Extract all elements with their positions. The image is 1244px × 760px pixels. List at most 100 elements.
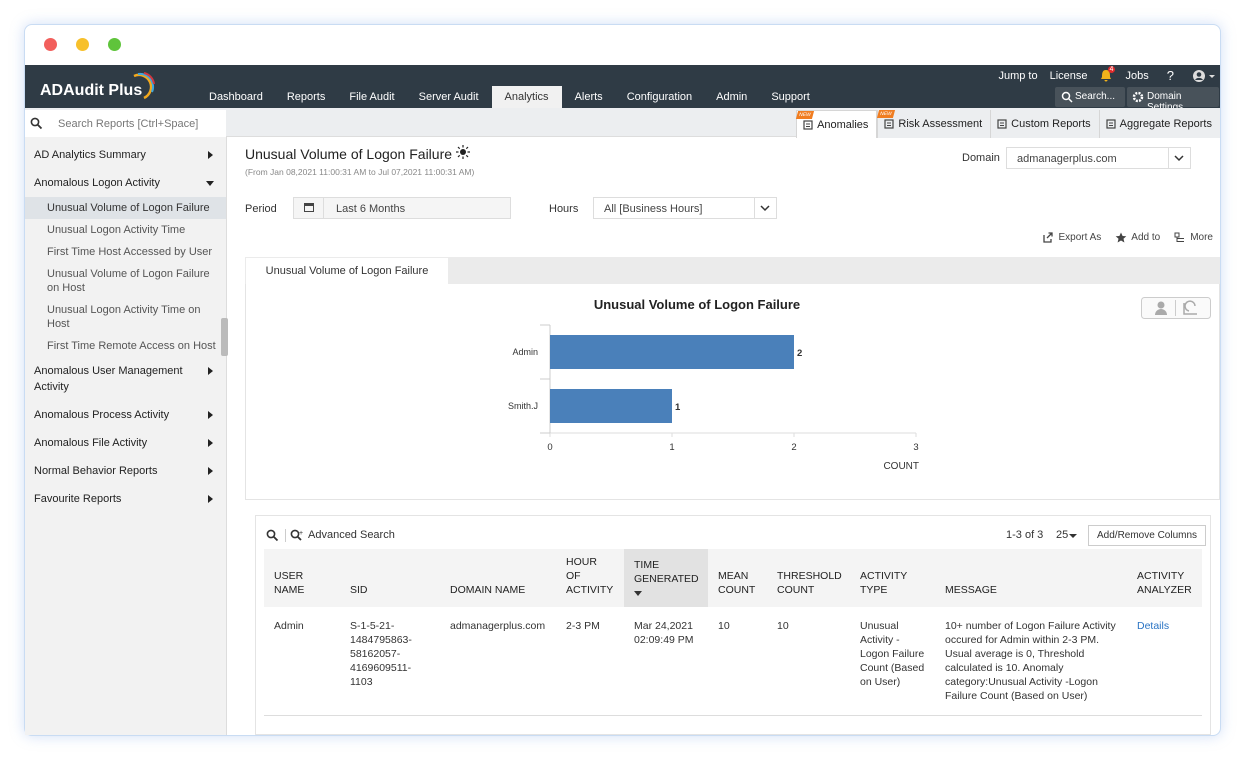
bar	[550, 335, 794, 369]
column-header[interactable]: MEAN COUNT	[708, 549, 767, 607]
report-tab[interactable]: Aggregate Reports	[1098, 110, 1220, 138]
y-tick-label: Admin	[512, 347, 538, 357]
sidebar-group[interactable]: Favourite Reports	[25, 485, 226, 513]
nav-item[interactable]: Configuration	[626, 91, 693, 103]
jobs-link[interactable]: Jobs	[1125, 69, 1149, 82]
table-cell: 10	[767, 607, 850, 716]
chart-panel	[245, 284, 1220, 500]
column-header[interactable]: THRESHOLD COUNT	[767, 549, 850, 607]
nav-item[interactable]: Admin	[716, 91, 748, 103]
tab-icon	[1106, 119, 1116, 129]
page-size-arrow	[1069, 534, 1077, 538]
column-header[interactable]: HOUR OF ACTIVITY	[556, 549, 624, 607]
period-select[interactable]: Last 6 Months	[293, 197, 511, 219]
x-axis-title: COUNT	[883, 461, 919, 472]
chart-view-toggle[interactable]	[1141, 297, 1211, 319]
sidebar-item[interactable]: Unusual Logon Activity Time	[47, 224, 186, 236]
sidebar-search[interactable]: Search Reports [Ctrl+Space]	[25, 110, 226, 137]
column-header[interactable]: ACTIVITY ANALYZER	[1127, 549, 1202, 607]
view-tab[interactable]: Unusual Volume of Logon Failure	[246, 258, 448, 284]
report-tab[interactable]: NEW Risk Assessment	[877, 110, 991, 138]
report-action[interactable]: More	[1174, 232, 1213, 243]
sidebar-item[interactable]: Unusual Logon Activity Time on Host	[47, 304, 201, 330]
new-badge: NEW	[877, 110, 896, 118]
column-header[interactable]: MESSAGE	[935, 549, 1127, 607]
page-size[interactable]: 25	[1056, 529, 1069, 541]
sidebar-group[interactable]: Anomalous User Management Activity	[25, 357, 226, 401]
table-row: Admin S-1-5-21-1484795863-58162057-416960…	[264, 607, 1202, 716]
column-header[interactable]: TIME GENERATED	[624, 549, 708, 607]
top-links: Jump to License 4 Jobs ?	[998, 65, 1216, 83]
x-tick-label: 0	[547, 442, 552, 453]
table-cell: admanagerplus.com	[440, 607, 556, 716]
group-arrow	[208, 439, 213, 447]
search-icon	[1061, 91, 1073, 103]
column-header[interactable]: ACTIVITY TYPE	[850, 549, 935, 607]
report-tab[interactable]: Custom Reports	[990, 110, 1099, 138]
minimize-dot[interactable]	[76, 38, 89, 51]
sidebar-group[interactable]: AD Analytics Summary	[25, 141, 226, 169]
report-table: USER NAME SID DOMAIN NAME HOUR OF ACTIVITY T…	[264, 549, 1202, 716]
chart: Unusual Volume of Logon Failure 0 1 2 3 COUNT…	[508, 297, 919, 472]
sidebar-group[interactable]: Anomalous Logon Activity	[25, 169, 226, 197]
header-bar	[25, 65, 1220, 108]
bar-value-label: 2	[797, 348, 802, 359]
sidebar-item[interactable]: First Time Host Accessed by User	[47, 246, 213, 258]
table-cell: Admin	[264, 607, 340, 716]
close-dot[interactable]	[44, 38, 57, 51]
group-arrow	[206, 181, 214, 186]
action-icon	[1174, 232, 1185, 242]
help-link[interactable]: ?	[1166, 68, 1174, 83]
column-header[interactable]: SID	[340, 549, 440, 607]
nav-item[interactable]: Server Audit	[418, 91, 479, 103]
sidebar-group[interactable]: Anomalous File Activity	[25, 429, 226, 457]
nav-item[interactable]: Reports	[286, 91, 326, 103]
report-actions: Export As Add to More	[1042, 232, 1213, 243]
tab-label: Risk Assessment	[898, 118, 983, 130]
sidebar-item[interactable]: First Time Remote Access on Host	[47, 340, 216, 352]
column-header[interactable]: USER NAME	[264, 549, 340, 607]
sidebar-item[interactable]: Unusual Volume of Logon Failure	[25, 197, 226, 219]
search-button[interactable]: Search...	[1055, 87, 1125, 107]
hours-label: Hours	[549, 203, 579, 215]
nav-item[interactable]: Support	[771, 91, 810, 103]
sidebar-group[interactable]: Normal Behavior Reports	[25, 457, 226, 485]
details-link[interactable]: Details	[1127, 607, 1202, 716]
group-arrow	[208, 495, 213, 503]
notifications[interactable]: 4	[1100, 65, 1116, 83]
table-search-icons[interactable]: +	[266, 529, 306, 542]
maximize-dot[interactable]	[108, 38, 121, 51]
chart-title: Unusual Volume of Logon Failure	[594, 297, 800, 312]
calendar-icon	[304, 198, 324, 218]
sidebar-item[interactable]: Unusual Volume of Logon Failure on Host	[47, 268, 210, 294]
theme-icon[interactable]	[456, 145, 470, 159]
report-tab[interactable]: NEW Anomalies	[795, 110, 878, 138]
license-link[interactable]: License	[1049, 69, 1088, 82]
nav-item[interactable]: Dashboard	[209, 91, 263, 103]
report-action[interactable]: Add to	[1115, 232, 1160, 243]
tab-icon	[803, 120, 813, 130]
report-action[interactable]: Export As	[1042, 232, 1101, 243]
domain-settings-button[interactable]: Domain Settings	[1127, 87, 1219, 113]
group-label: Favourite Reports	[34, 493, 122, 505]
x-tick-label: 3	[913, 442, 918, 453]
nav-item[interactable]: File Audit	[349, 91, 395, 103]
sidebar-group[interactable]: Anomalous Process Activity	[25, 401, 226, 429]
group-label: Anomalous Logon Activity	[34, 177, 160, 189]
hours-select[interactable]: All [Business Hours]	[593, 197, 777, 219]
nav-item[interactable]: Alerts	[574, 91, 603, 103]
action-label: Add to	[1131, 232, 1161, 243]
bar-value-label: 1	[675, 402, 681, 413]
domain-select[interactable]: admanagerplus.com	[1006, 147, 1191, 169]
columns-button[interactable]: Add/Remove Columns	[1088, 525, 1207, 546]
user-menu[interactable]	[1192, 69, 1216, 83]
sidebar-collapse-handle[interactable]	[221, 318, 228, 356]
nav-item[interactable]: Analytics	[491, 86, 562, 108]
table-cell: 10	[708, 607, 767, 716]
column-header[interactable]: DOMAIN NAME	[440, 549, 556, 607]
tab-label: Anomalies	[817, 119, 869, 131]
logo[interactable]: ADAudit Plus	[40, 82, 143, 99]
y-tick-label: Smith.J	[508, 401, 538, 411]
advanced-search[interactable]: Advanced Search	[308, 529, 395, 541]
jump-to-link[interactable]: Jump to	[998, 69, 1038, 82]
